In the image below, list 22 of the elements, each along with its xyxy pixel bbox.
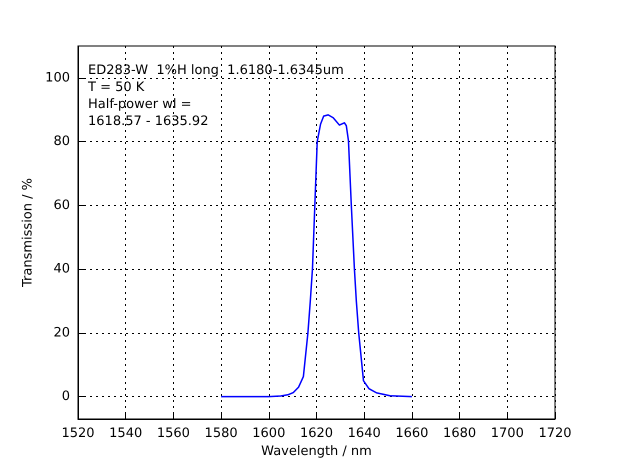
x-tick-label: 1660 xyxy=(395,426,428,441)
x-tick-label: 1600 xyxy=(252,426,286,441)
x-tick-label: 1580 xyxy=(204,426,238,441)
x-tick-label: 1700 xyxy=(490,426,524,441)
y-axis-title: Transmission / % xyxy=(20,178,36,288)
annotation: Half-power wl = 1618.57 - 1635.92 xyxy=(88,97,208,129)
y-tick-label: 40 xyxy=(53,262,70,277)
x-tick-label: 1720 xyxy=(538,426,572,441)
x-tick-label: 1560 xyxy=(156,426,190,441)
line-series xyxy=(220,114,413,398)
x-tick-label: 1540 xyxy=(109,426,142,441)
x-tick-label: 1640 xyxy=(348,426,381,441)
x-tick-label: 1520 xyxy=(61,426,95,441)
y-tick-label: 80 xyxy=(53,134,70,150)
annotation: ED283-W 1%H long 1.6180-1.6345um xyxy=(88,63,344,78)
x-axis-title: Wavelength / nm xyxy=(261,444,372,459)
y-tick-label: 100 xyxy=(45,70,70,86)
y-tick-label: 0 xyxy=(62,389,70,404)
x-tick-label: 1620 xyxy=(300,426,334,441)
x-tick-label: 1680 xyxy=(443,426,476,441)
y-tick-label: 20 xyxy=(53,325,70,340)
y-tick-label: 60 xyxy=(53,198,70,213)
